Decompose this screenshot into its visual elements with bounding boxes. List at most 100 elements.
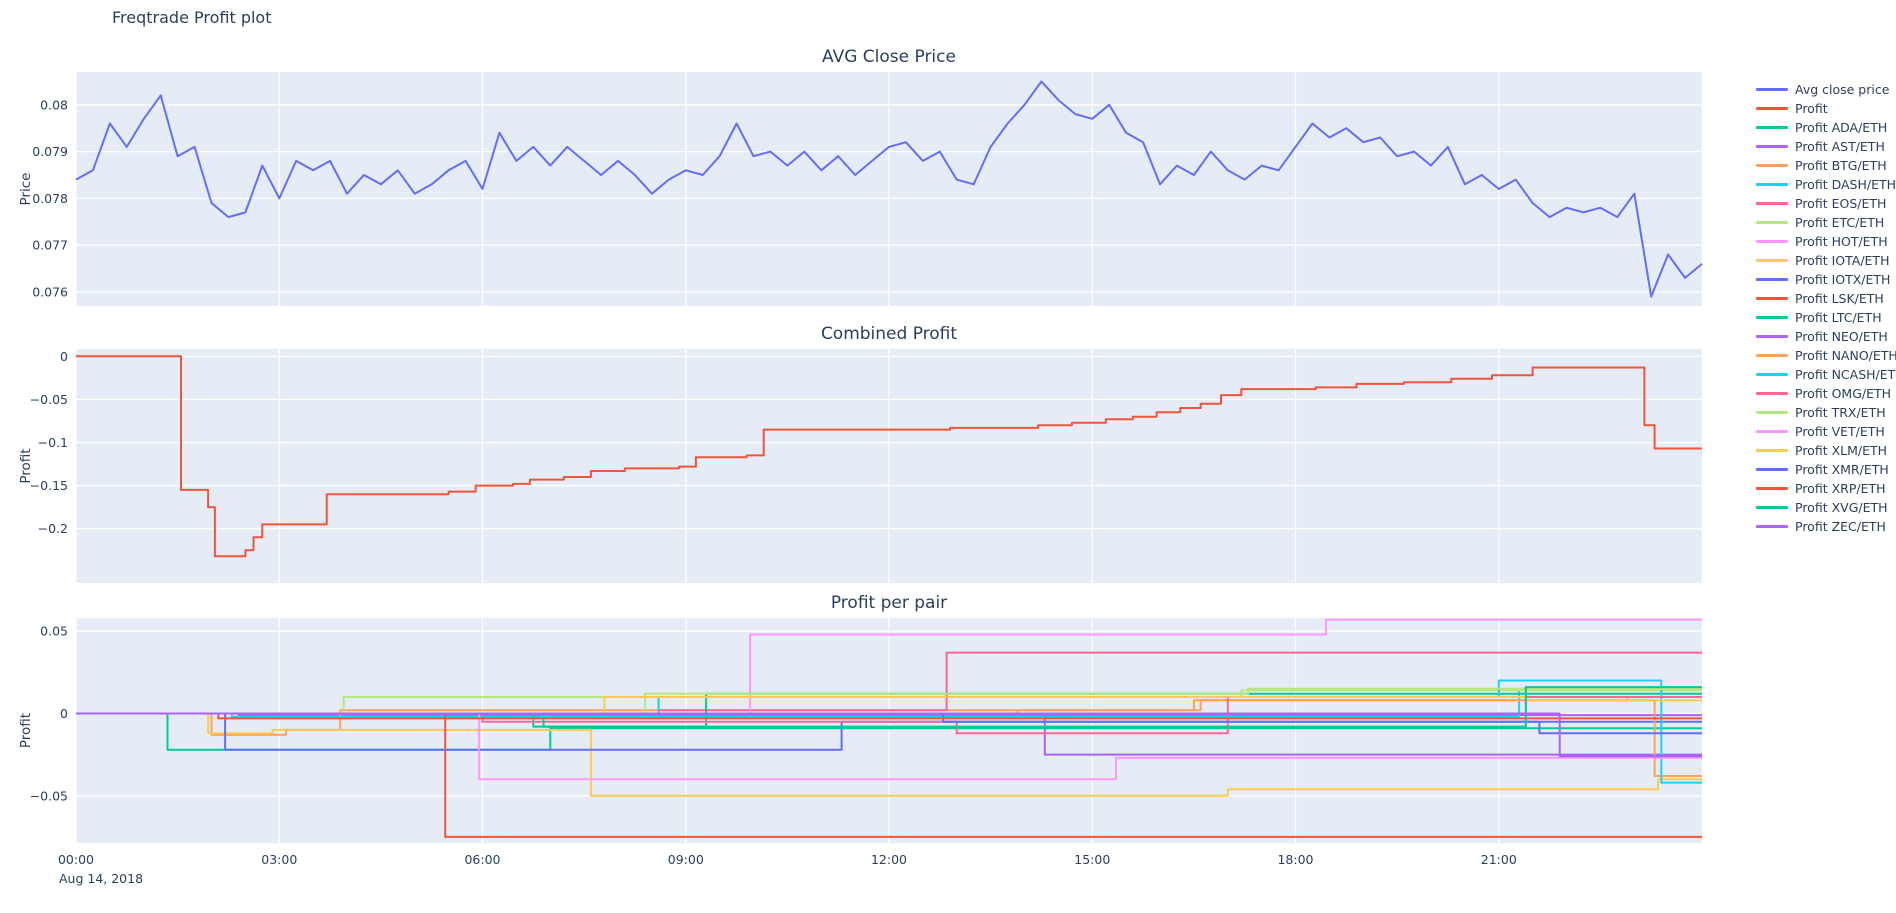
series-profit-iota-eth: [76, 712, 1702, 797]
legend-swatch: [1756, 354, 1788, 357]
legend-label: Profit HOT/ETH: [1795, 234, 1888, 249]
legend-item-profit-ast-eth[interactable]: Profit AST/ETH: [1756, 137, 1896, 156]
legend-item-profit-lsk-eth[interactable]: Profit LSK/ETH: [1756, 289, 1896, 308]
legend-item-profit-dash-eth[interactable]: Profit DASH/ETH: [1756, 175, 1896, 194]
legend-item-profit[interactable]: Profit: [1756, 99, 1896, 118]
legend-label: Profit XMR/ETH: [1795, 462, 1889, 477]
legend-swatch: [1756, 468, 1788, 471]
legend-label: Profit XLM/ETH: [1795, 443, 1888, 458]
legend-swatch: [1756, 373, 1788, 376]
legend-swatch: [1756, 259, 1788, 262]
legend-label: Profit IOTA/ETH: [1795, 253, 1890, 268]
x-tick-label: 00:00: [58, 852, 94, 867]
subplot-title-profit-per-pair: Profit per pair: [831, 593, 947, 613]
legend-label: Profit LTC/ETH: [1795, 310, 1882, 325]
legend-swatch: [1756, 449, 1788, 452]
legend-label: Profit NCASH/ETH: [1795, 367, 1896, 382]
legend-item-profit-vet-eth[interactable]: Profit VET/ETH: [1756, 422, 1896, 441]
x-tick-label: 12:00: [871, 852, 907, 867]
legend-item-profit-hot-eth[interactable]: Profit HOT/ETH: [1756, 232, 1896, 251]
legend-swatch: [1756, 221, 1788, 224]
legend-item-profit-nano-eth[interactable]: Profit NANO/ETH: [1756, 346, 1896, 365]
y-tick-label: −0.15: [30, 478, 68, 493]
legend-label: Profit ZEC/ETH: [1795, 519, 1886, 534]
x-tick-label: 03:00: [261, 852, 297, 867]
legend-swatch: [1756, 487, 1788, 490]
legend-item-profit-trx-eth[interactable]: Profit TRX/ETH: [1756, 403, 1896, 422]
legend-swatch: [1756, 506, 1788, 509]
series-profit-zec-eth: [76, 712, 1702, 758]
x-tick-label: 09:00: [668, 852, 704, 867]
legend-swatch: [1756, 392, 1788, 395]
legend-label: Profit DASH/ETH: [1795, 177, 1896, 192]
legend-item-profit-xmr-eth[interactable]: Profit XMR/ETH: [1756, 460, 1896, 479]
legend-item-profit-btg-eth[interactable]: Profit BTG/ETH: [1756, 156, 1896, 175]
series-profit: [76, 355, 1702, 558]
y-axis-title-avg-close-price: Price: [18, 173, 34, 206]
subplot-title-avg-close-price: AVG Close Price: [822, 47, 956, 67]
y-tick-label: 0.079: [32, 144, 68, 159]
legend-label: Profit BTG/ETH: [1795, 158, 1887, 173]
x-tick-label: 15:00: [1074, 852, 1110, 867]
legend-item-avg-close-price[interactable]: Avg close price: [1756, 80, 1896, 99]
x-tick-label: 06:00: [464, 852, 500, 867]
legend-label: Profit LSK/ETH: [1795, 291, 1884, 306]
legend-label: Profit XRP/ETH: [1795, 481, 1886, 496]
legend-label: Profit NEO/ETH: [1795, 329, 1888, 344]
y-tick-label: 0.078: [32, 191, 68, 206]
legend-item-profit-ncash-eth[interactable]: Profit NCASH/ETH: [1756, 365, 1896, 384]
y-tick-label: −0.05: [30, 392, 68, 407]
legend-swatch: [1756, 88, 1788, 91]
x-tick-label: 18:00: [1277, 852, 1313, 867]
legend-label: Profit IOTX/ETH: [1795, 272, 1891, 287]
legend-swatch: [1756, 525, 1788, 528]
legend-label: Profit OMG/ETH: [1795, 386, 1892, 401]
legend-label: Profit TRX/ETH: [1795, 405, 1886, 420]
legend-label: Profit ETC/ETH: [1795, 215, 1885, 230]
legend-swatch: [1756, 202, 1788, 205]
figure-title: Freqtrade Profit plot: [112, 8, 272, 27]
x-axis-date-label: Aug 14, 2018: [59, 871, 143, 886]
legend-item-profit-iota-eth[interactable]: Profit IOTA/ETH: [1756, 251, 1896, 270]
legend-label: Profit: [1795, 101, 1828, 116]
legend-item-profit-omg-eth[interactable]: Profit OMG/ETH: [1756, 384, 1896, 403]
legend-label: Profit AST/ETH: [1795, 139, 1885, 154]
legend-item-profit-zec-eth[interactable]: Profit ZEC/ETH: [1756, 517, 1896, 536]
legend-label: Profit EOS/ETH: [1795, 196, 1887, 211]
legend-label: Profit XVG/ETH: [1795, 500, 1888, 515]
x-tick-label: 21:00: [1481, 852, 1517, 867]
legend: Avg close price Profit Profit ADA/ETH Profi…: [1756, 80, 1896, 536]
legend-item-profit-ltc-eth[interactable]: Profit LTC/ETH: [1756, 308, 1896, 327]
legend-item-profit-xrp-eth[interactable]: Profit XRP/ETH: [1756, 479, 1896, 498]
y-axis-title-profit-per-pair: Profit: [18, 713, 34, 748]
legend-item-profit-ada-eth[interactable]: Profit ADA/ETH: [1756, 118, 1896, 137]
legend-swatch: [1756, 411, 1788, 414]
y-tick-label: −0.2: [38, 521, 68, 536]
legend-swatch: [1756, 335, 1788, 338]
legend-label: Avg close price: [1795, 82, 1890, 97]
legend-swatch: [1756, 430, 1788, 433]
legend-item-profit-eos-eth[interactable]: Profit EOS/ETH: [1756, 194, 1896, 213]
legend-swatch: [1756, 126, 1788, 129]
legend-swatch: [1756, 145, 1788, 148]
y-axis-title-combined-profit: Profit: [18, 448, 34, 483]
legend-swatch: [1756, 164, 1788, 167]
y-tick-label: 0: [60, 349, 68, 364]
legend-label: Profit ADA/ETH: [1795, 120, 1888, 135]
subplot-title-combined-profit: Combined Profit: [821, 324, 957, 344]
legend-item-profit-xlm-eth[interactable]: Profit XLM/ETH: [1756, 441, 1896, 460]
y-tick-label: −0.05: [30, 788, 68, 803]
legend-swatch: [1756, 183, 1788, 186]
legend-item-profit-iotx-eth[interactable]: Profit IOTX/ETH: [1756, 270, 1896, 289]
y-tick-label: 0.08: [40, 97, 68, 112]
series-avg-close-price: [75, 80, 1703, 298]
y-tick-label: 0.05: [40, 624, 68, 639]
legend-swatch: [1756, 278, 1788, 281]
legend-item-profit-xvg-eth[interactable]: Profit XVG/ETH: [1756, 498, 1896, 517]
legend-swatch: [1756, 240, 1788, 243]
legend-swatch: [1756, 316, 1788, 319]
legend-item-profit-etc-eth[interactable]: Profit ETC/ETH: [1756, 213, 1896, 232]
legend-item-profit-neo-eth[interactable]: Profit NEO/ETH: [1756, 327, 1896, 346]
y-tick-label: 0.077: [32, 238, 68, 253]
